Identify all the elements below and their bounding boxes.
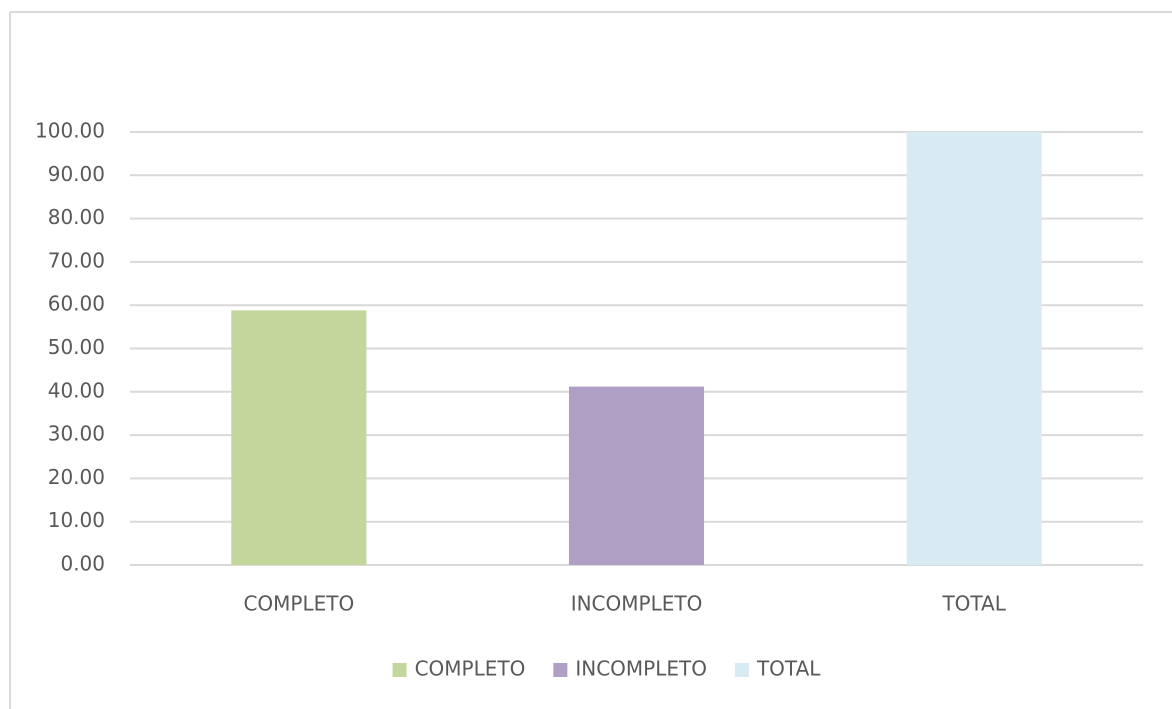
y-tick-label: 90.00: [48, 162, 105, 186]
bar: [906, 132, 1042, 565]
y-tick-label: 40.00: [48, 378, 105, 402]
legend-swatch: [734, 663, 749, 677]
legend-label: TOTAL: [756, 657, 821, 681]
legend-label: COMPLETO: [415, 657, 526, 681]
y-tick-label: 10.00: [48, 508, 105, 532]
legend-label: INCOMPLETO: [575, 657, 707, 681]
y-tick-label: 20.00: [48, 465, 105, 489]
y-tick-label: 0.00: [60, 552, 105, 576]
y-tick-label: 30.00: [48, 422, 105, 446]
bar: [231, 310, 367, 565]
legend-swatch: [553, 663, 568, 677]
bar: [568, 386, 705, 565]
y-tick-label: 70.00: [48, 248, 105, 272]
y-tick-label: 100.00: [35, 119, 105, 143]
x-tick-label: TOTAL: [941, 592, 1006, 616]
x-tick-label: INCOMPLETO: [571, 592, 703, 616]
y-tick-label: 50.00: [48, 335, 105, 359]
y-tick-label: 60.00: [48, 292, 105, 316]
y-tick-label: 80.00: [48, 205, 105, 229]
x-tick-label: COMPLETO: [243, 592, 354, 616]
legend-swatch: [392, 663, 407, 677]
legend: COMPLETO INCOMPLETO TOTAL: [392, 657, 821, 681]
